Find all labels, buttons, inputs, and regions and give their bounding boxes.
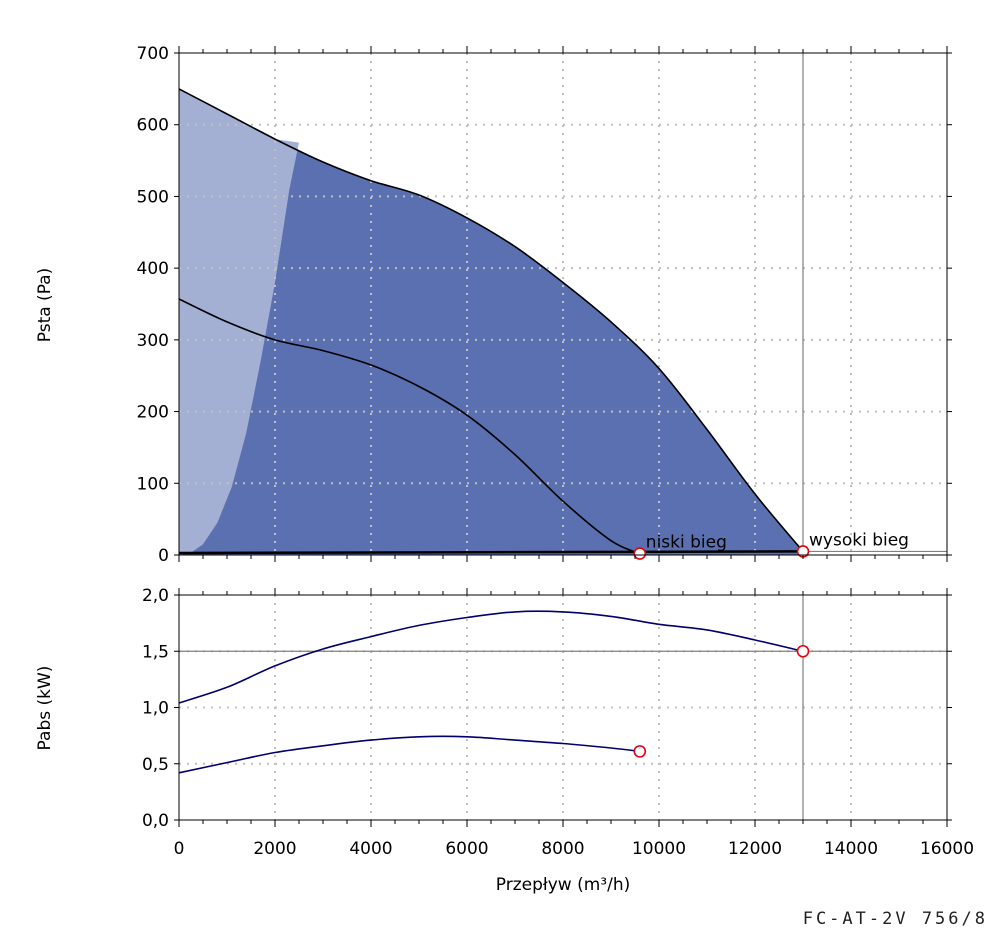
power-xtick-label: 2000: [253, 839, 296, 859]
pressure-ytick-label: 400: [137, 259, 169, 279]
power-operating-point: [796, 644, 810, 658]
power-xtick-label: 10000: [632, 839, 686, 859]
stall-region-area: [179, 88, 299, 556]
power-ytick-label: 2,0: [142, 586, 169, 606]
power-ytick-label: 0,5: [142, 755, 169, 775]
power-xtick-label: 4000: [349, 839, 392, 859]
operating-point-label: niski bieg: [646, 533, 727, 553]
system-curve-line: [178, 550, 804, 555]
model-caption: FC-AT-2V 756/8: [802, 909, 988, 929]
power-ytick-label: 1,0: [142, 699, 169, 719]
power-curve-low: [178, 735, 640, 774]
pressure-ytick-label: 700: [137, 44, 169, 64]
pressure-curve-high: [178, 88, 804, 552]
flow-axis-title: Przepływ (m³/h): [496, 875, 630, 895]
pressure-panel: niski bieg wysoki bieg 0 100 200 300 400 500 600…: [137, 44, 952, 566]
power-xtick-label: 8000: [541, 839, 584, 859]
pressure-ytick-label: 0: [158, 546, 169, 566]
operating-point-label: wysoki bieg: [809, 530, 909, 550]
pressure-ytick-label: 100: [137, 474, 169, 494]
power-xtick-label: 14000: [824, 839, 878, 859]
pressure-curve-low: [178, 298, 641, 555]
pressure-axis-title: Psta (Pa): [35, 268, 55, 342]
pressure-ytick-label: 200: [137, 403, 169, 423]
power-curve-high: [178, 610, 804, 704]
power-operating-point: [633, 745, 647, 758]
operating-envelope-area: [179, 88, 803, 556]
power-xtick-label: 12000: [728, 839, 782, 859]
pressure-ytick-label: 300: [137, 331, 169, 351]
power-ytick-label: 0,0: [142, 811, 169, 831]
power-xtick-label: 6000: [445, 839, 488, 859]
power-ytick-label: 1,5: [142, 642, 169, 662]
pressure-ytick-label: 500: [137, 187, 169, 207]
pressure-ytick-label: 600: [137, 116, 169, 136]
power-panel: 0,0 0,5 1,0 1,5 2,0 0 2000 4000 6000 8000 10000 120…: [142, 586, 974, 859]
power-xtick-label: 0: [174, 839, 185, 859]
pressure-operating-point: [633, 547, 647, 560]
power-xtick-label: 16000: [920, 839, 974, 859]
power-axis-title: Pabs (kW): [35, 666, 55, 751]
